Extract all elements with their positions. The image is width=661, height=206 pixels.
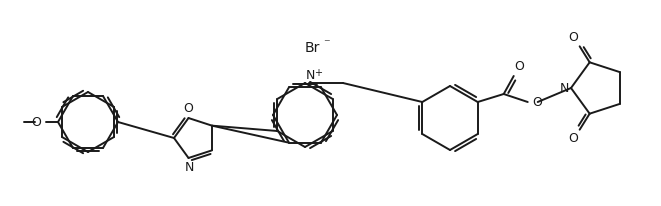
Text: Br: Br xyxy=(305,41,321,55)
Text: O: O xyxy=(184,102,194,115)
Text: O: O xyxy=(533,96,543,109)
Text: N: N xyxy=(560,82,569,95)
Text: N: N xyxy=(306,69,315,82)
Text: O: O xyxy=(31,116,41,129)
Text: +: + xyxy=(314,68,322,78)
Text: N: N xyxy=(185,161,194,174)
Text: O: O xyxy=(568,132,578,145)
Text: ⁻: ⁻ xyxy=(323,37,330,50)
Text: O: O xyxy=(568,31,578,44)
Text: O: O xyxy=(515,60,525,73)
